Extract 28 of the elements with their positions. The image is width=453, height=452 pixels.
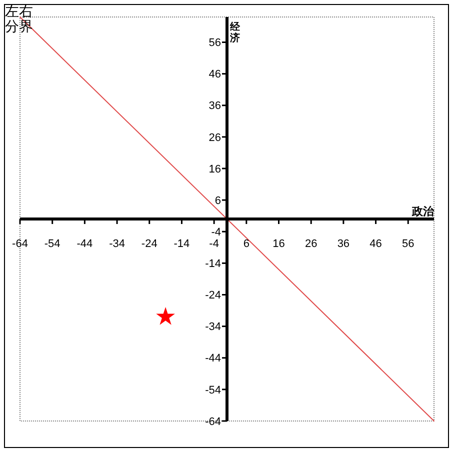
x-tick-label: -44 bbox=[76, 238, 93, 250]
x-axis-title: 政治 bbox=[411, 205, 435, 218]
x-tick-label: -14 bbox=[174, 238, 190, 250]
x-tick-label: 36 bbox=[337, 238, 350, 250]
x-tick-label: 16 bbox=[272, 238, 285, 250]
y-tick-label: -64 bbox=[205, 416, 221, 428]
x-tick-label: -54 bbox=[44, 238, 60, 250]
y-tick-label: -54 bbox=[205, 384, 221, 396]
x-tick-label: -24 bbox=[141, 238, 158, 250]
y-tick-label: 16 bbox=[208, 163, 221, 176]
y-tick-label: -14 bbox=[205, 258, 221, 270]
y-tick-label: 36 bbox=[208, 100, 221, 112]
y-tick-label: 26 bbox=[208, 132, 221, 144]
x-tick-label: 46 bbox=[370, 238, 382, 250]
y-axis-title: 经济 bbox=[229, 21, 241, 44]
y-tick-label: 6 bbox=[214, 194, 221, 207]
x-tick-label: 6 bbox=[243, 238, 250, 250]
y-tick-label: -24 bbox=[205, 290, 221, 302]
y-tick-label: -4 bbox=[211, 226, 221, 238]
x-tick-label: -34 bbox=[109, 238, 125, 250]
x-tick-label: -64 bbox=[12, 238, 28, 250]
series-label: 左右分界 bbox=[5, 3, 33, 34]
x-tick-label: 26 bbox=[304, 238, 318, 250]
y-tick-label: 46 bbox=[208, 68, 221, 81]
x-tick-label: 56 bbox=[402, 238, 414, 250]
y-tick-label: -44 bbox=[205, 352, 221, 365]
y-tick-label: 56 bbox=[208, 37, 221, 50]
y-tick-label: -34 bbox=[205, 321, 221, 334]
